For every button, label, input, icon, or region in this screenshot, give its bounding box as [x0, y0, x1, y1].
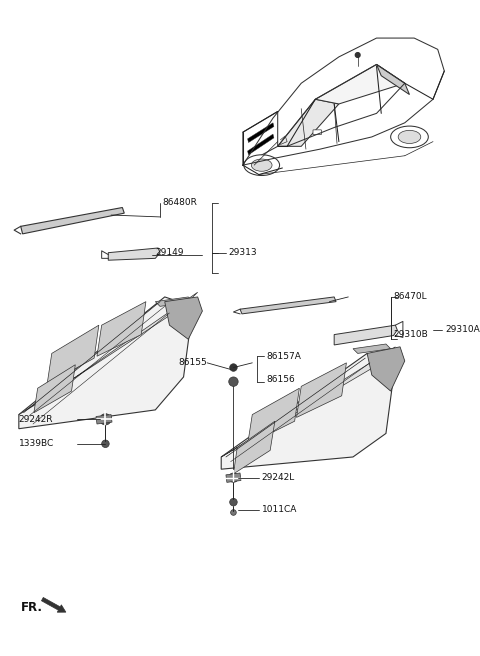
Polygon shape — [165, 297, 203, 339]
Polygon shape — [21, 207, 124, 234]
Polygon shape — [97, 302, 146, 356]
Polygon shape — [19, 292, 198, 415]
FancyArrow shape — [41, 598, 66, 612]
Polygon shape — [248, 123, 274, 142]
Text: 29242R: 29242R — [19, 415, 53, 424]
Polygon shape — [367, 347, 405, 391]
Ellipse shape — [398, 131, 421, 144]
Ellipse shape — [252, 159, 272, 171]
Polygon shape — [96, 415, 112, 424]
Polygon shape — [376, 64, 409, 94]
Circle shape — [229, 377, 238, 386]
Circle shape — [229, 473, 238, 482]
Polygon shape — [240, 297, 336, 314]
Polygon shape — [108, 248, 160, 260]
Circle shape — [102, 440, 109, 447]
Text: FR.: FR. — [21, 601, 43, 614]
Polygon shape — [353, 344, 391, 354]
Circle shape — [230, 364, 237, 371]
Polygon shape — [47, 325, 99, 384]
Text: 29310B: 29310B — [394, 330, 428, 339]
Text: 29310A: 29310A — [445, 325, 480, 335]
Polygon shape — [315, 64, 405, 104]
Polygon shape — [156, 297, 193, 306]
FancyBboxPatch shape — [313, 130, 322, 134]
Ellipse shape — [391, 126, 428, 148]
Circle shape — [100, 414, 111, 425]
Polygon shape — [297, 363, 347, 417]
Text: 29242L: 29242L — [262, 473, 295, 482]
Polygon shape — [248, 388, 300, 445]
Polygon shape — [221, 354, 396, 469]
Text: 86155: 86155 — [179, 358, 208, 367]
Circle shape — [230, 510, 236, 516]
Circle shape — [230, 499, 237, 506]
Polygon shape — [248, 134, 274, 155]
Text: 86480R: 86480R — [163, 198, 198, 207]
Polygon shape — [19, 297, 193, 429]
Polygon shape — [334, 325, 397, 345]
Text: 86156: 86156 — [266, 375, 295, 384]
Polygon shape — [243, 112, 278, 165]
Circle shape — [355, 52, 360, 57]
Text: 86157A: 86157A — [266, 352, 301, 361]
Polygon shape — [233, 421, 275, 474]
Polygon shape — [278, 99, 339, 146]
Polygon shape — [226, 473, 241, 482]
Polygon shape — [34, 365, 75, 413]
Text: 1011CA: 1011CA — [262, 505, 297, 514]
Polygon shape — [221, 347, 396, 457]
Text: 1339BC: 1339BC — [19, 440, 54, 448]
Text: 29313: 29313 — [229, 248, 257, 257]
Text: 86470L: 86470L — [394, 293, 427, 302]
Text: 29149: 29149 — [156, 248, 184, 257]
Ellipse shape — [244, 155, 279, 176]
